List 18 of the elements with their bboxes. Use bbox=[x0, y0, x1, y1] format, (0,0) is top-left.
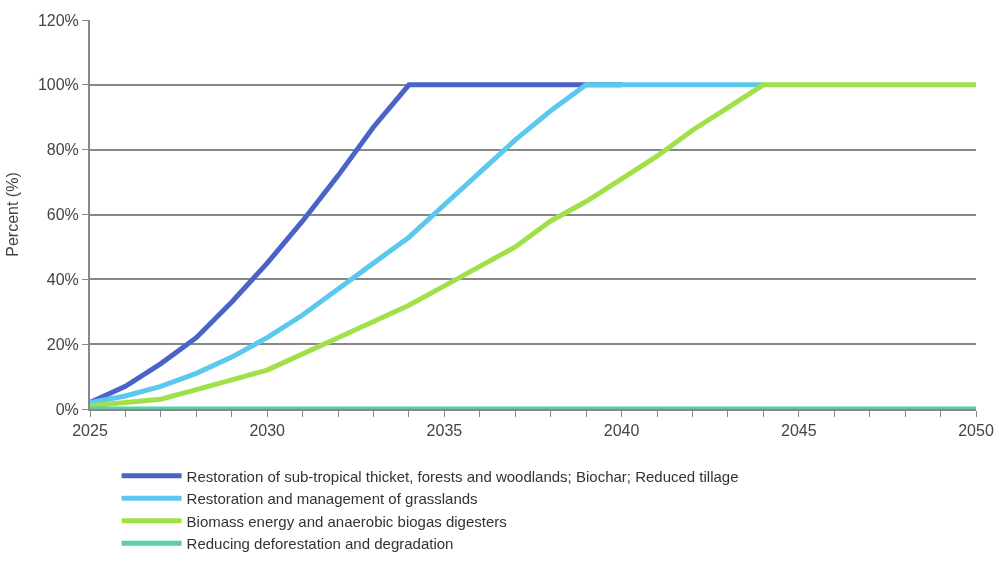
y-tick-label: 40% bbox=[46, 270, 79, 288]
legend-label: Restoration and management of grasslands bbox=[186, 490, 478, 508]
x-tick-label: 2030 bbox=[249, 422, 286, 440]
legend-label: Biomass energy and anaerobic biogas digesters bbox=[186, 512, 507, 530]
legend-label: Reducing deforestation and degradation bbox=[186, 535, 454, 553]
x-tick-label: 2040 bbox=[603, 422, 640, 440]
y-tick-label: 0% bbox=[55, 400, 79, 418]
y-tick-label: 100% bbox=[37, 76, 79, 94]
y-tick-label: 60% bbox=[46, 206, 79, 224]
y-tick-label: 20% bbox=[46, 335, 79, 353]
x-tick-label: 2025 bbox=[72, 422, 108, 440]
x-tick-label: 2050 bbox=[958, 422, 994, 440]
x-tick-label: 2035 bbox=[426, 422, 463, 440]
legend-label: Restoration of sub-tropical thicket, forests and woodlands; Biochar; Reduced tillage bbox=[186, 467, 739, 485]
y-tick-label: 120% bbox=[37, 11, 79, 29]
y-tick-label: 80% bbox=[46, 141, 79, 159]
x-tick-label: 2045 bbox=[781, 422, 817, 440]
y-axis-title: Percent (%) bbox=[4, 172, 22, 257]
